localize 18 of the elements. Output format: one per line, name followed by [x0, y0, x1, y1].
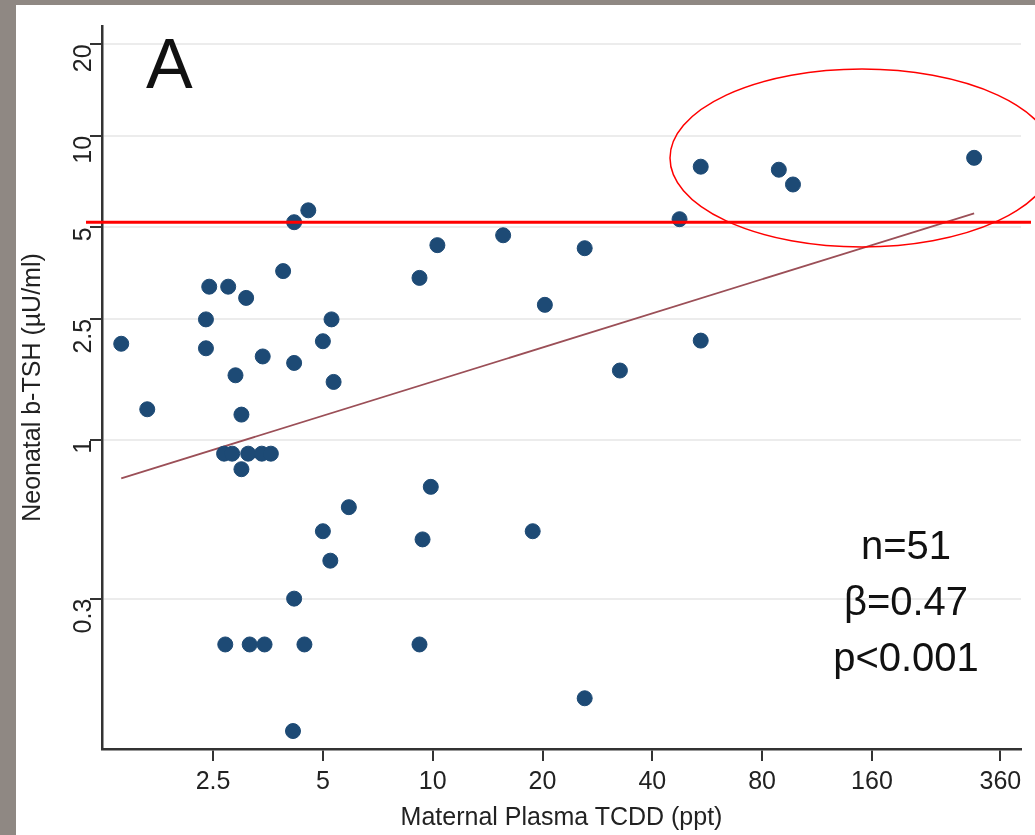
x-tick-label: 160 — [851, 765, 893, 794]
x-tick-label: 40 — [638, 765, 667, 794]
annotation: n=51 β=0.47 p<0.001 — [833, 523, 979, 679]
y-tick-label: 10 — [67, 135, 96, 164]
x-tick-label: 5 — [315, 765, 330, 794]
x-axis-title: Maternal Plasma TCDD (ppt) — [400, 801, 723, 830]
y-tick-label: 20 — [67, 44, 96, 73]
x-tick-label: 360 — [979, 765, 1022, 794]
y-tick-label: 5 — [67, 227, 96, 242]
y-tick-label: 0.3 — [67, 598, 96, 634]
y-tick-label: 2.5 — [67, 318, 96, 354]
annotation: A — [146, 25, 193, 103]
x-tick-label: 2.5 — [195, 765, 231, 794]
y-tick-label: 1 — [67, 439, 96, 454]
x-tick-label: 20 — [528, 765, 557, 794]
x-tick-label: 80 — [748, 765, 777, 794]
y-axis-title: Neonatal b-TSH (µU/ml) — [16, 253, 45, 522]
x-tick-label: 10 — [418, 765, 447, 794]
